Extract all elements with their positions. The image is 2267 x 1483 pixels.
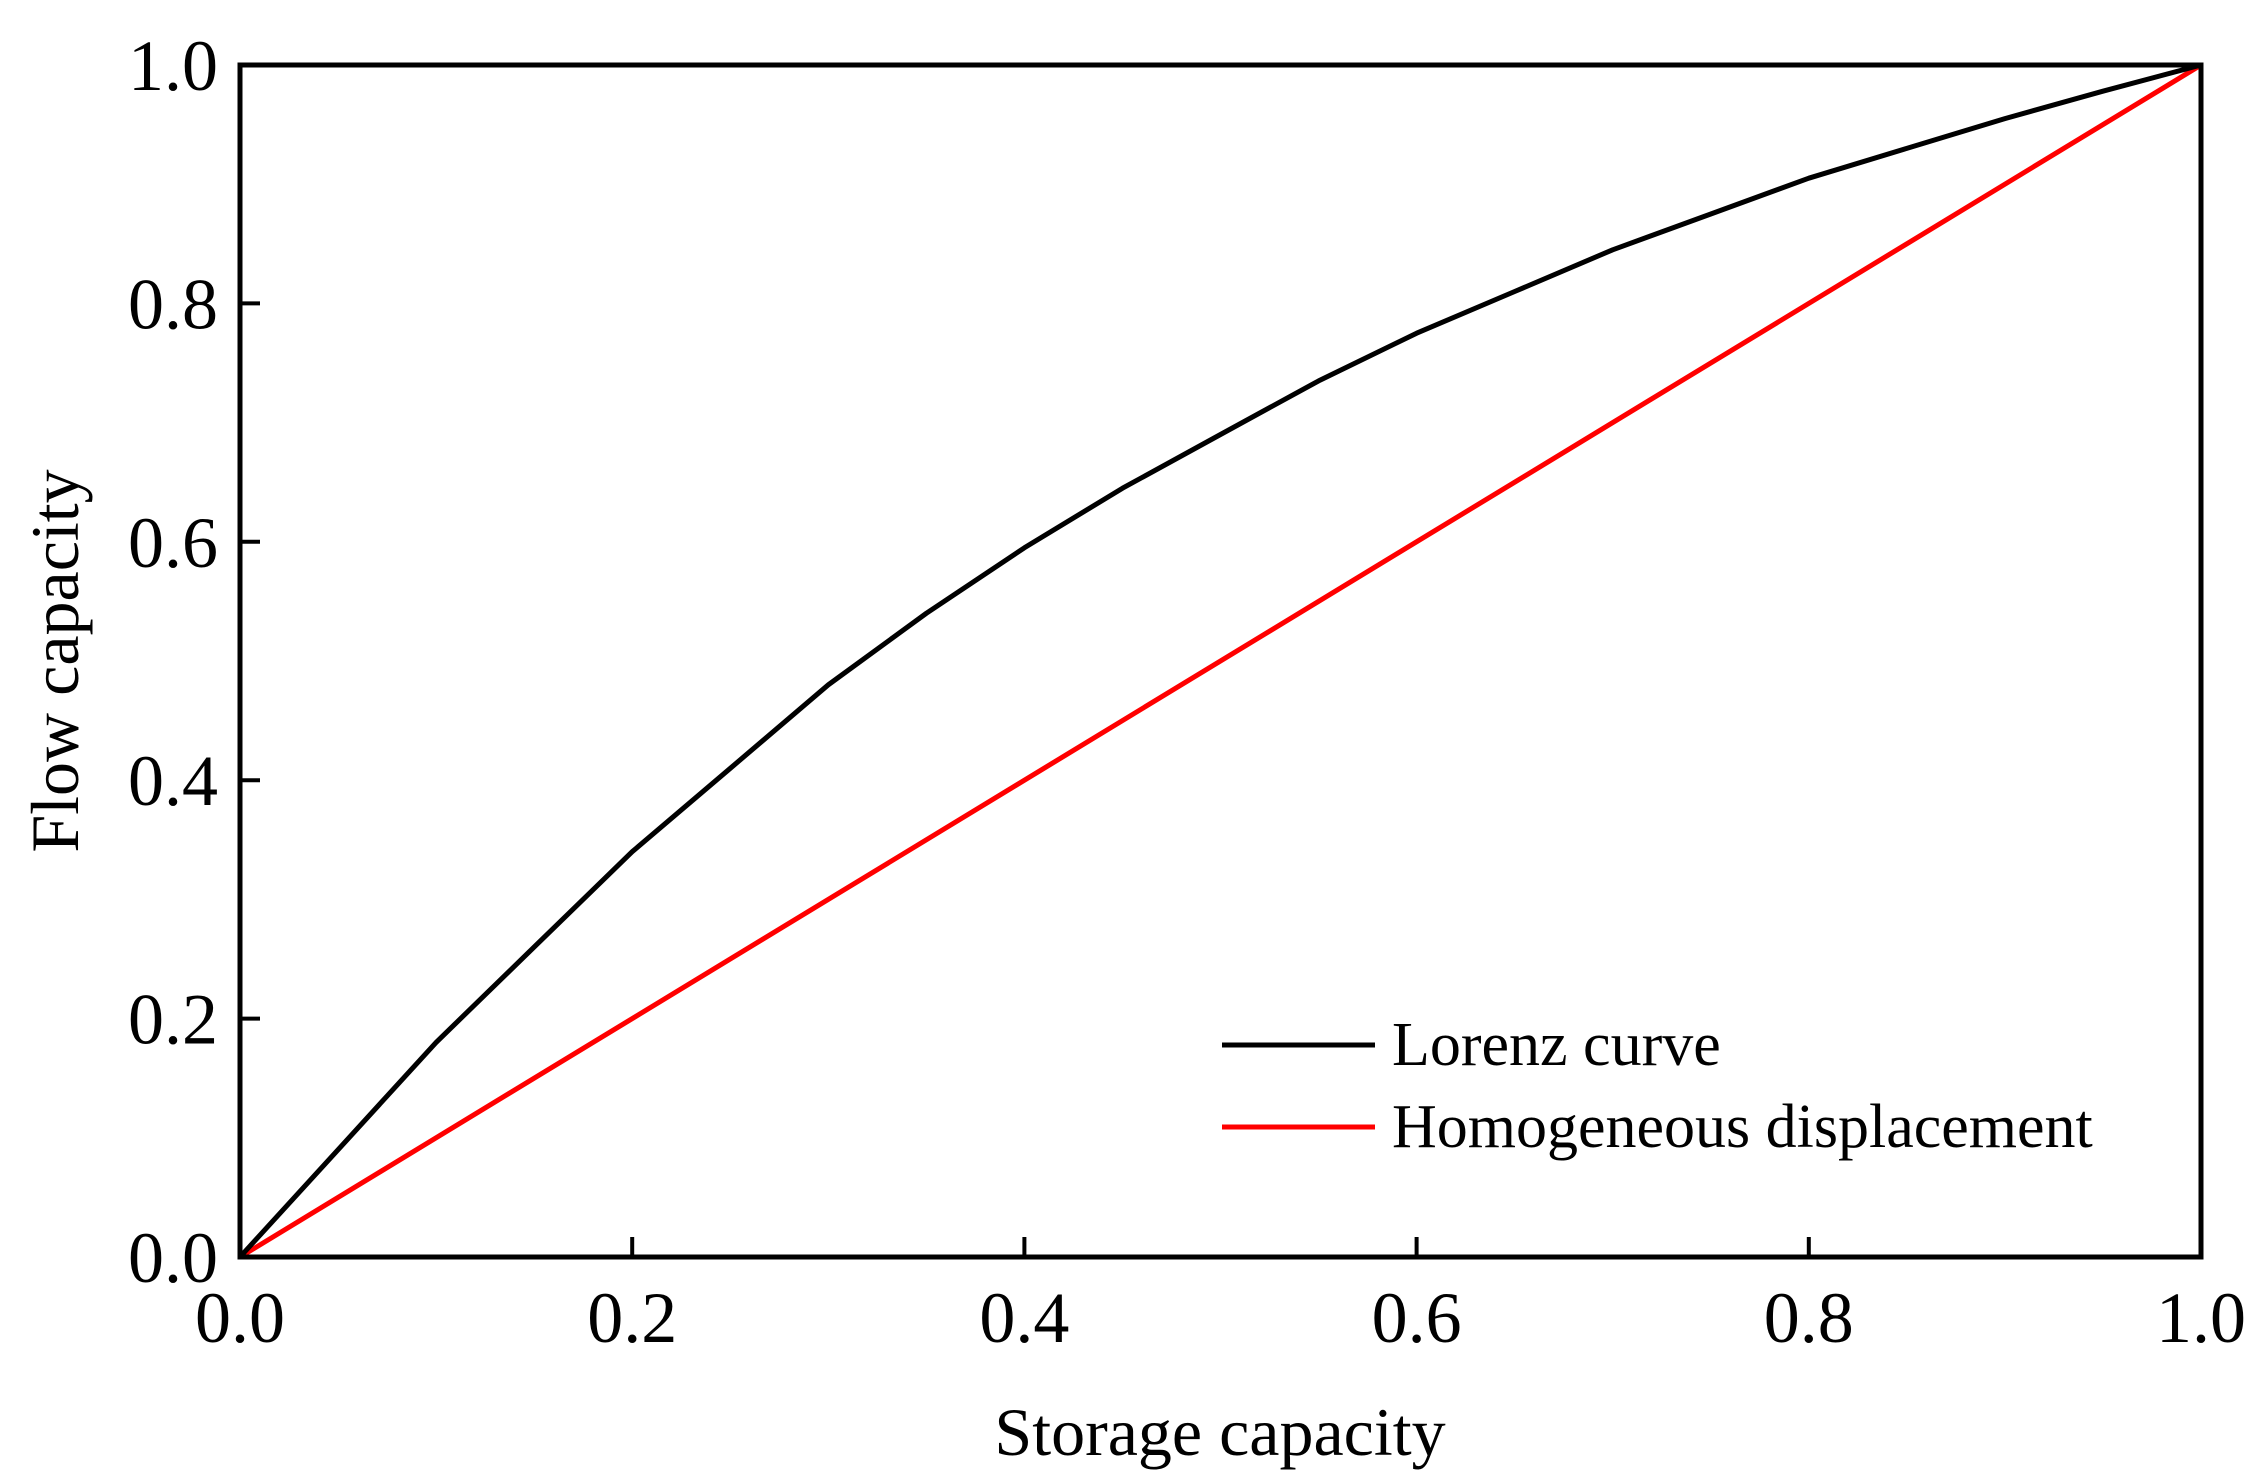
- x-tick-label: 0.0: [195, 1278, 285, 1358]
- x-tick-label: 1.0: [2156, 1278, 2246, 1358]
- series-lines: [237, 62, 2204, 1260]
- series-line-0: [237, 62, 2204, 1260]
- x-axis-label: Storage capacity: [994, 1394, 1445, 1470]
- series-line-1: [237, 62, 2204, 1260]
- x-axis: 0.0 0.2 0.4 0.6 0.8 1.0: [195, 1237, 2246, 1358]
- y-tick-label: 0.0: [128, 1218, 218, 1298]
- y-tick-label: 0.2: [128, 980, 218, 1060]
- x-tick-label: 0.8: [1764, 1278, 1854, 1358]
- legend-label-0: Lorenz curve: [1392, 1011, 1721, 1079]
- y-tick-label: 0.6: [128, 503, 218, 583]
- y-tick-label: 1.0: [128, 26, 218, 106]
- y-axis: 0.0 0.2 0.4 0.6 0.8 1.0: [128, 26, 260, 1298]
- y-tick-label: 0.4: [128, 741, 218, 821]
- y-tick-label: 0.8: [128, 264, 218, 344]
- x-tick-label: 0.2: [587, 1278, 677, 1358]
- x-tick-label: 0.6: [1372, 1278, 1462, 1358]
- plot-frame: [237, 62, 2204, 1260]
- legend-label-1: Homogeneous displacement: [1392, 1093, 2093, 1161]
- x-tick-label: 0.4: [979, 1278, 1069, 1358]
- legend: Lorenz curve Homogeneous displacement: [1222, 1011, 2093, 1161]
- y-axis-label: Flow capacity: [17, 469, 93, 852]
